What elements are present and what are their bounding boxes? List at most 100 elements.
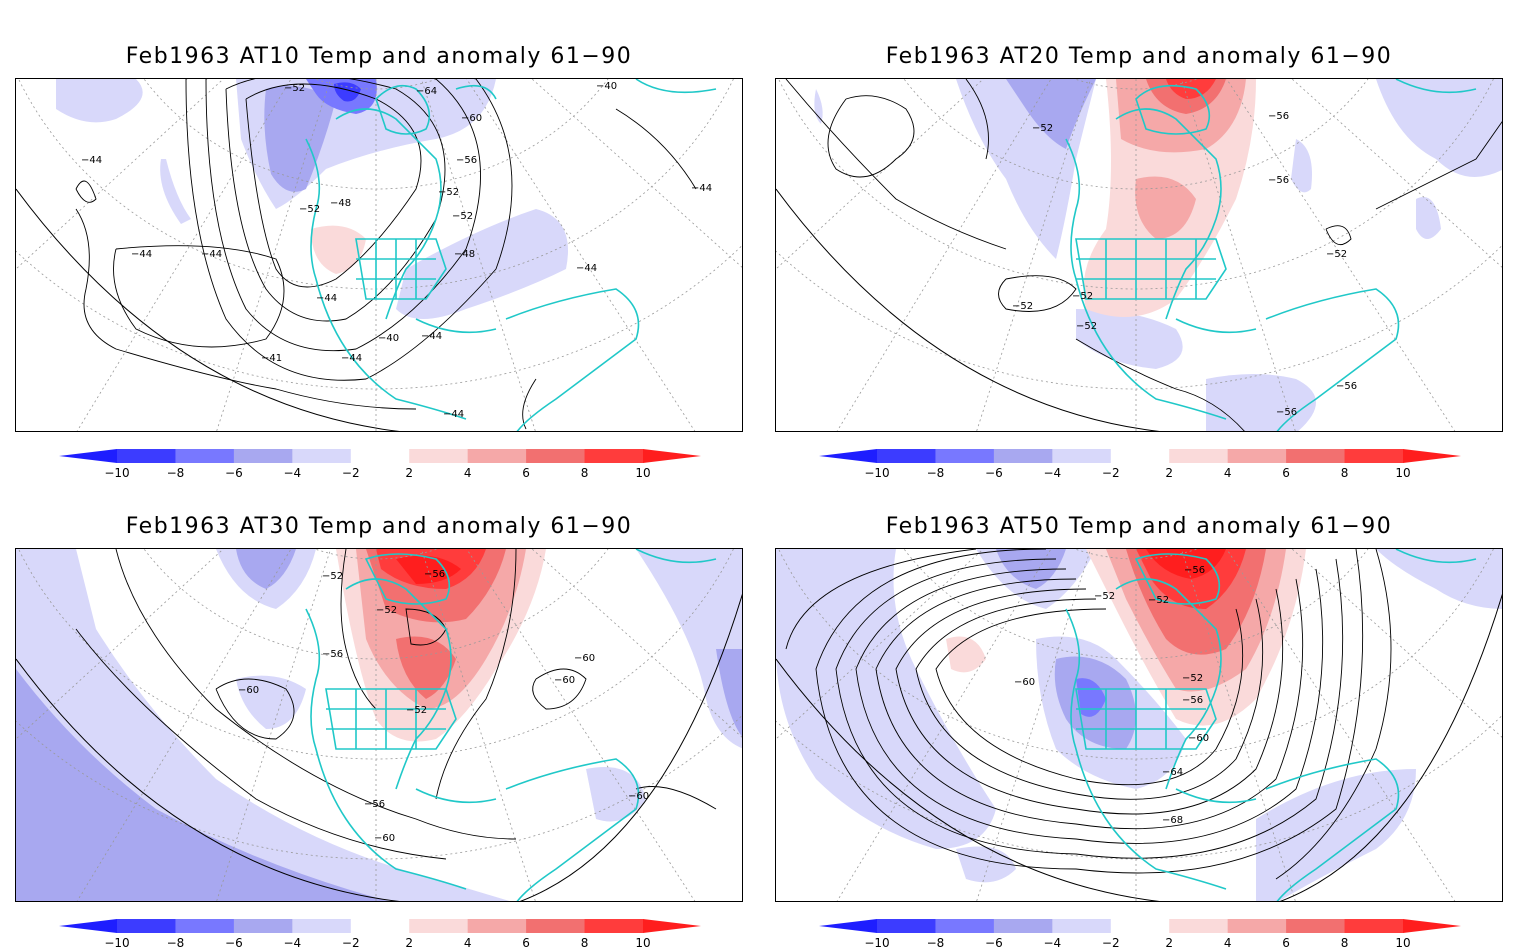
colorbar-segment [467, 449, 527, 463]
colorbar-tick-label: 6 [1282, 466, 1290, 480]
colorbar-segment [1403, 919, 1461, 933]
colorbar-segment [1052, 449, 1112, 463]
colorbar-tick-label: −8 [926, 936, 945, 950]
contour-label: −44 [341, 353, 362, 364]
contour-label: −52 [1148, 595, 1169, 606]
contour-label: −52 [1094, 591, 1115, 602]
contour-label: −44 [421, 331, 442, 342]
anomaly-negative-region [1076, 678, 1106, 717]
contour-label: −52 [1326, 249, 1347, 260]
contour-label: −60 [238, 685, 259, 696]
anomaly-negative-region [716, 649, 742, 737]
colorbar-segment [643, 919, 701, 933]
anomaly-negative-region [1416, 197, 1441, 239]
anomaly-positive-region [396, 555, 461, 584]
anomaly-negative-region [1006, 79, 1096, 149]
panel-at30: Feb1963 AT30 Temp and anomaly 61−90 [15, 514, 743, 949]
colorbar-tick-label: −10 [864, 466, 890, 480]
colorbar: −10 −8 −6 −4 −2 2 4 6 8 10 [59, 449, 701, 479]
colorbar-segment [409, 919, 469, 933]
colorbar-tick-label: −8 [166, 466, 185, 480]
colorbar-segment [1110, 919, 1170, 933]
colorbar-tick-label: −6 [225, 466, 243, 480]
anomaly-negative-region [56, 79, 143, 123]
colorbar-segment [117, 449, 176, 463]
colorbar-tick-label: 2 [405, 466, 414, 480]
contour-label: −44 [131, 249, 152, 260]
colorbar-tick-label: 8 [1340, 466, 1349, 480]
anomaly-negative-region [236, 549, 296, 589]
contour-label: −44 [691, 183, 712, 194]
anomaly-positive-region [311, 225, 366, 274]
colorbar-segment [1286, 919, 1346, 933]
panel-title: Feb1963 AT50 Temp and anomaly 61−90 [885, 514, 1393, 539]
colorbar-tick-label: 4 [463, 466, 472, 480]
panel-at50: Feb1963 AT50 Temp and anomaly 61−90 [775, 514, 1503, 949]
map-at30: −52 −56 −52 −56 −60 −60 −60 −52 −56 −60 … [15, 548, 743, 902]
contour-label: −60 [1188, 733, 1209, 744]
contour-label: −56 [1268, 175, 1289, 186]
anomaly-negative-region [396, 209, 568, 319]
contour-label: −60 [574, 653, 595, 664]
map-at20: −52 −56 −56 −52 −52 −52 −52 −56 −56 [775, 78, 1503, 432]
colorbar-segment [59, 449, 117, 463]
anomaly-negative-region [334, 82, 361, 102]
colorbar-segment [819, 919, 877, 933]
anomaly-negative-region [814, 89, 823, 124]
contour-label: −60 [554, 675, 575, 686]
colorbar-segment [409, 449, 469, 463]
contour-labels: −52 −56 −52 −56 −60 −60 −60 −52 −56 −60 … [238, 569, 649, 844]
contour-label: −48 [330, 198, 351, 209]
colorbar-segment [526, 449, 586, 463]
colorbar-segment [1169, 919, 1229, 933]
colorbar-tick-label: 10 [1395, 936, 1411, 950]
anomaly-negative-region [636, 549, 742, 749]
anomaly-negative-region [16, 669, 389, 901]
colorbar-segment [877, 449, 936, 463]
contour-label: −60 [461, 113, 482, 124]
colorbar-segment [292, 449, 352, 463]
colorbar-segment [584, 449, 644, 463]
colorbar-tick-label: −2 [341, 936, 360, 950]
colorbar-tick-label: 4 [463, 936, 472, 950]
colorbar-tick-label: −10 [104, 466, 130, 480]
contour-label: −52 [1182, 673, 1203, 684]
panel-at10: Feb1963 AT10 Temp and anomaly 61−90 [15, 44, 743, 484]
anomaly-negative-region [160, 159, 191, 224]
colorbar-segment [526, 919, 586, 933]
anomaly-positive-region [1166, 79, 1216, 99]
colorbar-tick-label: 8 [580, 466, 589, 480]
contour-label: −44 [576, 263, 597, 274]
colorbar-tick-label: 2 [1165, 936, 1174, 950]
colorbar-segment [819, 449, 877, 463]
contour-label: −52 [322, 571, 343, 582]
anomaly-positive-region [946, 636, 986, 673]
colorbar-tick-label: 2 [405, 936, 414, 950]
anomaly-negative-region [1376, 549, 1502, 609]
contour-label: −44 [316, 293, 337, 304]
colorbar-segment [1052, 919, 1112, 933]
colorbar-segment [877, 919, 936, 933]
colorbar-tick-label: −4 [1043, 936, 1062, 950]
colorbar-tick-label: 6 [522, 936, 530, 950]
colorbar-segment [233, 919, 293, 933]
colorbar-segment [993, 919, 1053, 933]
colorbar: −10 −8 −6 −4 −2 2 4 6 8 10 [59, 919, 701, 949]
contour-labels: −52 −56 −56 −52 −52 −52 −52 −56 −56 [1012, 111, 1357, 418]
contour-label: −52 [1076, 321, 1097, 332]
contour-label: −60 [374, 833, 395, 844]
panel-title: Feb1963 AT10 Temp and anomaly 61−90 [125, 44, 633, 69]
anomaly-negative-region [1256, 769, 1416, 901]
contour-label: −52 [1012, 301, 1033, 312]
colorbar-tick-label: 6 [1282, 936, 1290, 950]
contour-label: −56 [1184, 565, 1205, 576]
panel-title: Feb1963 AT20 Temp and anomaly 61−90 [885, 44, 1393, 69]
colorbar-tick-label: −6 [985, 936, 1003, 950]
anomaly-negative-region [586, 767, 646, 822]
colorbar-tick-label: −2 [1101, 466, 1120, 480]
colorbar-tick-label: 10 [635, 466, 651, 480]
contour-label: −44 [443, 409, 464, 420]
colorbar-segment [584, 919, 644, 933]
colorbar-segment [292, 919, 352, 933]
colorbar-segment [117, 919, 176, 933]
